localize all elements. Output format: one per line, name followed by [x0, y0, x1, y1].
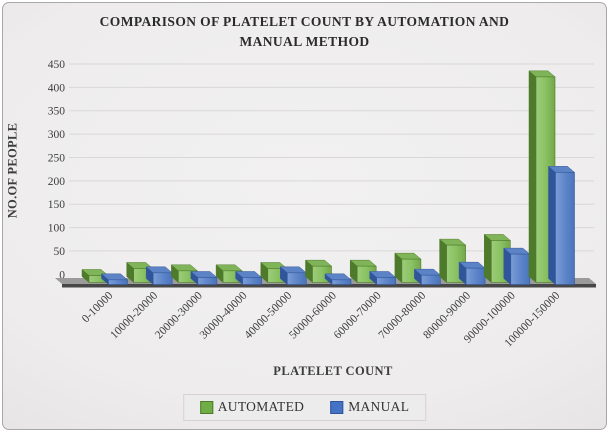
y-tick-50: 50 — [54, 246, 66, 258]
y-tick-350: 350 — [48, 106, 66, 118]
x-label-0-10000: 0-10000 — [80, 289, 116, 325]
y-axis-title: NO.OF PEOPLE — [5, 122, 20, 219]
bar-manual — [331, 279, 352, 285]
chart-title-text: COMPARISON OF PLATELET COUNT BY AUTOMATI… — [99, 14, 510, 49]
legend-item-manual: MANUAL — [330, 399, 409, 415]
bar-manual — [242, 277, 262, 285]
bar-manual — [555, 172, 575, 285]
legend-label-automated: AUTOMATED — [217, 399, 305, 414]
y-tick-400: 400 — [48, 82, 66, 94]
legend-item-automated: AUTOMATED — [199, 399, 305, 415]
y-tick-250: 250 — [48, 152, 66, 164]
bar-automated-side — [484, 233, 492, 284]
bar-manual — [152, 272, 173, 285]
bar-manual — [465, 267, 486, 285]
y-tick-450: 450 — [48, 59, 66, 71]
bar-manual — [376, 277, 397, 285]
legend-swatch-automated — [199, 400, 213, 414]
chart-title: COMPARISON OF PLATELET COUNT BY AUTOMATI… — [3, 12, 606, 51]
legend: AUTOMATED MANUAL — [182, 394, 427, 421]
floor-front-edge — [62, 284, 596, 288]
x-axis-title: PLATELET COUNT — [273, 364, 393, 378]
bar-manual — [510, 253, 531, 285]
bar-manual — [421, 274, 441, 285]
y-tick-200: 200 — [48, 176, 66, 188]
legend-swatch-manual — [330, 400, 344, 414]
plot-area: 0501001502002503003504004500-1000010000-… — [48, 59, 596, 350]
bar-automated-side — [528, 70, 537, 284]
bar-manual-side — [548, 165, 556, 286]
bar-manual — [108, 279, 128, 285]
bar-manual — [286, 272, 307, 285]
y-tick-300: 300 — [48, 129, 66, 141]
bar-manual-side — [503, 247, 512, 286]
bar-manual — [197, 277, 218, 285]
y-tick-0: 0 — [59, 269, 65, 281]
bar-automated-side — [439, 238, 447, 284]
y-tick-150: 150 — [48, 199, 66, 211]
legend-label-manual: MANUAL — [348, 399, 410, 414]
y-tick-100: 100 — [48, 223, 66, 235]
